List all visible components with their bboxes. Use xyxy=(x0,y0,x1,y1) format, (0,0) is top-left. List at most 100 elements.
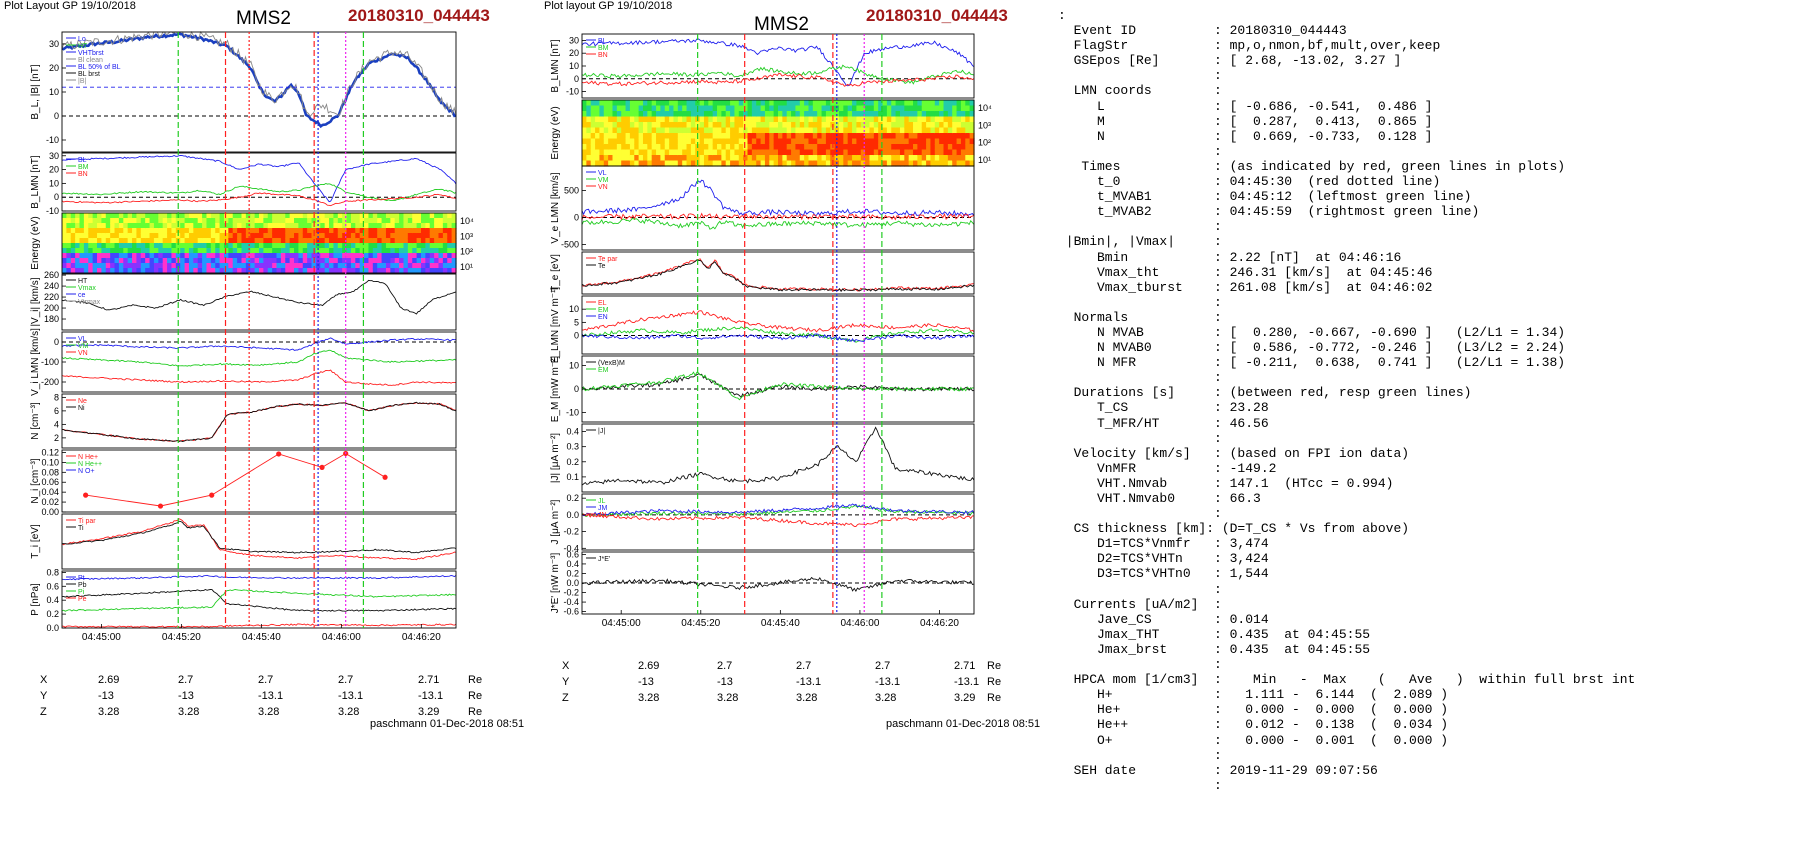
position-axis-label: Z xyxy=(562,692,569,704)
spectrogram-cell xyxy=(403,268,409,274)
legend-label: Bl clean xyxy=(78,57,103,64)
spectrogram-cell xyxy=(738,100,744,107)
spectrogram-cell xyxy=(934,144,940,151)
spectrogram-cell xyxy=(926,111,932,118)
spectrogram-cell xyxy=(167,253,173,259)
spectrogram-cell xyxy=(773,138,779,145)
spectrogram-cell xyxy=(110,213,116,219)
spectrogram-cell xyxy=(743,127,749,134)
spectrogram-cell xyxy=(899,160,905,167)
spectrogram-cell xyxy=(289,218,295,224)
spectrogram-cell xyxy=(952,122,958,129)
spectrogram-cell xyxy=(603,116,609,123)
spectrogram-cell xyxy=(149,248,155,254)
spectrogram-cell xyxy=(952,116,958,123)
spectrogram-cell xyxy=(717,111,722,118)
spectrogram-cell xyxy=(599,116,605,123)
spectrogram-cell xyxy=(132,218,138,224)
spectrogram-cell xyxy=(215,253,221,259)
spectrogram-cell xyxy=(346,218,352,224)
spectrogram-cell xyxy=(359,248,365,254)
spectrogram-cell xyxy=(368,213,374,219)
spectrogram-cell xyxy=(695,127,701,134)
spectrogram-cell xyxy=(223,223,229,229)
spectrogram-cell xyxy=(738,105,744,112)
spectrogram-cell xyxy=(263,218,269,224)
spectrogram-cell xyxy=(721,116,727,123)
spectrogram-cell xyxy=(171,213,177,219)
spectrogram-cell xyxy=(206,258,212,264)
spectrogram-cell xyxy=(451,268,457,274)
spectrogram-cell xyxy=(368,258,374,264)
spectrogram-cell xyxy=(786,133,792,140)
spectrogram-cell xyxy=(442,248,448,254)
info-line: Bmin : 2.22 [nT] at 04:46:16 xyxy=(1058,249,1402,265)
spectrogram-cell xyxy=(725,127,731,134)
spectrogram-cell xyxy=(241,218,247,224)
spectrogram-cell xyxy=(913,149,918,156)
spectrogram-cell xyxy=(673,155,679,162)
spectrogram-cell xyxy=(75,258,81,264)
spectrogram-cell xyxy=(451,263,457,269)
spectrogram-cell xyxy=(690,155,696,162)
spectrogram-cell xyxy=(764,138,770,145)
spectrogram-cell xyxy=(228,233,234,239)
spectrogram-cell xyxy=(412,233,418,239)
spectrogram-cell xyxy=(420,213,426,219)
spectrogram-cell xyxy=(708,155,714,162)
spectrogram-cell xyxy=(416,233,422,239)
spectrogram-cell xyxy=(184,238,190,244)
position-value: 3.28 xyxy=(875,692,897,704)
spectrogram-cell xyxy=(769,105,775,112)
spectrogram-cell xyxy=(878,100,884,107)
spectrogram-cell xyxy=(821,111,827,118)
spectrogram-cell xyxy=(237,223,243,229)
spectrogram-cell xyxy=(145,238,151,244)
spectrogram-cell xyxy=(241,258,247,264)
spectrogram-cell xyxy=(629,144,635,151)
spectrogram-cell xyxy=(232,258,238,264)
spectrogram-cell xyxy=(259,263,264,269)
position-axis-label: Y xyxy=(562,676,570,688)
spectrogram-cell xyxy=(660,116,666,123)
spectrogram-cell xyxy=(808,100,814,107)
y-tick-label: -0.4 xyxy=(563,597,579,607)
spectrogram-cell xyxy=(123,253,129,259)
spectrogram-cell xyxy=(442,268,448,274)
series-JE-line xyxy=(581,576,975,593)
spectrogram-cell xyxy=(908,133,914,140)
spectrogram-cell xyxy=(329,213,335,219)
spectrogram-cell xyxy=(442,243,448,249)
spectrogram-cell xyxy=(891,133,897,140)
spectrogram-cell xyxy=(782,160,788,167)
spectrogram-cell xyxy=(329,268,335,274)
spectrogram-cell xyxy=(364,233,370,239)
spectrogram-cell xyxy=(188,263,194,269)
spectrogram-cell xyxy=(956,149,962,156)
spectrogram-cell xyxy=(590,149,596,156)
spectrogram-cell xyxy=(712,155,718,162)
spectrogram-cell xyxy=(690,122,696,129)
spectrogram-cell xyxy=(241,233,247,239)
spectrogram-cell xyxy=(817,111,823,118)
spectrogram-cell xyxy=(817,144,823,151)
spectrogram-cell xyxy=(595,127,601,134)
spectrogram-cell xyxy=(372,253,378,259)
spectrogram-cell xyxy=(377,263,383,269)
spectrogram-cell xyxy=(799,127,805,134)
spectrogram-cell xyxy=(786,127,792,134)
spectrogram-cell xyxy=(350,238,356,244)
legend-label: VM xyxy=(598,177,609,184)
spectrogram-cell xyxy=(616,138,622,145)
spectrogram-cell xyxy=(346,213,352,219)
spectrogram-cell xyxy=(804,116,810,123)
spectrogram-cell xyxy=(280,223,286,229)
spectrogram-cell xyxy=(254,268,260,274)
spectrogram-cell xyxy=(952,133,958,140)
spectrogram-cell xyxy=(677,155,683,162)
spectrogram-cell xyxy=(302,213,308,219)
spectrogram-cell xyxy=(590,122,596,129)
spectrogram-cell xyxy=(708,160,714,167)
spectrogram-cell xyxy=(202,233,208,239)
